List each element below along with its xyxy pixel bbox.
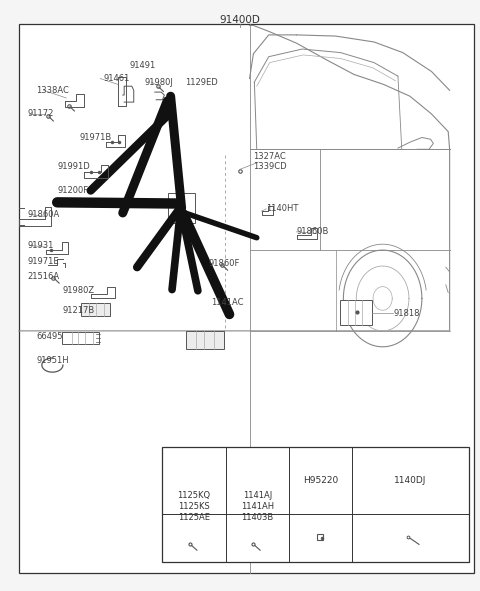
Text: 1338AC: 1338AC <box>36 86 70 95</box>
Bar <box>81 303 110 316</box>
Text: 91980Z: 91980Z <box>63 286 95 296</box>
Text: 1140HT: 1140HT <box>266 204 299 213</box>
Text: 91200F: 91200F <box>57 186 88 195</box>
Text: 66495: 66495 <box>36 332 63 341</box>
Text: 91931: 91931 <box>27 241 53 250</box>
Text: 91400D: 91400D <box>219 15 261 25</box>
Text: 1129ED: 1129ED <box>185 77 218 86</box>
Text: 91217B: 91217B <box>63 306 95 315</box>
Text: 21516A: 21516A <box>27 271 59 281</box>
Text: 91461: 91461 <box>104 74 130 83</box>
Text: 1140DJ: 1140DJ <box>394 476 427 485</box>
Text: 91860F: 91860F <box>209 259 240 268</box>
Text: 91860A: 91860A <box>27 210 59 219</box>
Text: 91971B: 91971B <box>80 133 112 142</box>
Text: 1339CD: 1339CD <box>253 163 287 171</box>
Bar <box>168 193 195 223</box>
Text: 91991D: 91991D <box>57 163 90 171</box>
Bar <box>186 331 224 349</box>
Text: 91951H: 91951H <box>36 356 69 365</box>
Text: 91172: 91172 <box>27 109 53 118</box>
Bar <box>162 447 469 562</box>
Text: 91980J: 91980J <box>144 77 173 86</box>
Text: 91971E: 91971E <box>27 257 59 266</box>
Text: 1141AJ
1141AH
11403B: 1141AJ 1141AH 11403B <box>240 491 274 522</box>
Text: 91860B: 91860B <box>297 228 329 236</box>
Text: H95220: H95220 <box>303 476 338 485</box>
Text: 91818: 91818 <box>393 309 420 318</box>
Text: 1125KQ
1125KS
1125AE: 1125KQ 1125KS 1125AE <box>178 491 211 522</box>
Text: 91491: 91491 <box>130 61 156 70</box>
Bar <box>62 332 99 344</box>
Bar <box>339 300 372 325</box>
Text: 1327AC: 1327AC <box>253 152 286 161</box>
Text: 1141AC: 1141AC <box>211 298 244 307</box>
